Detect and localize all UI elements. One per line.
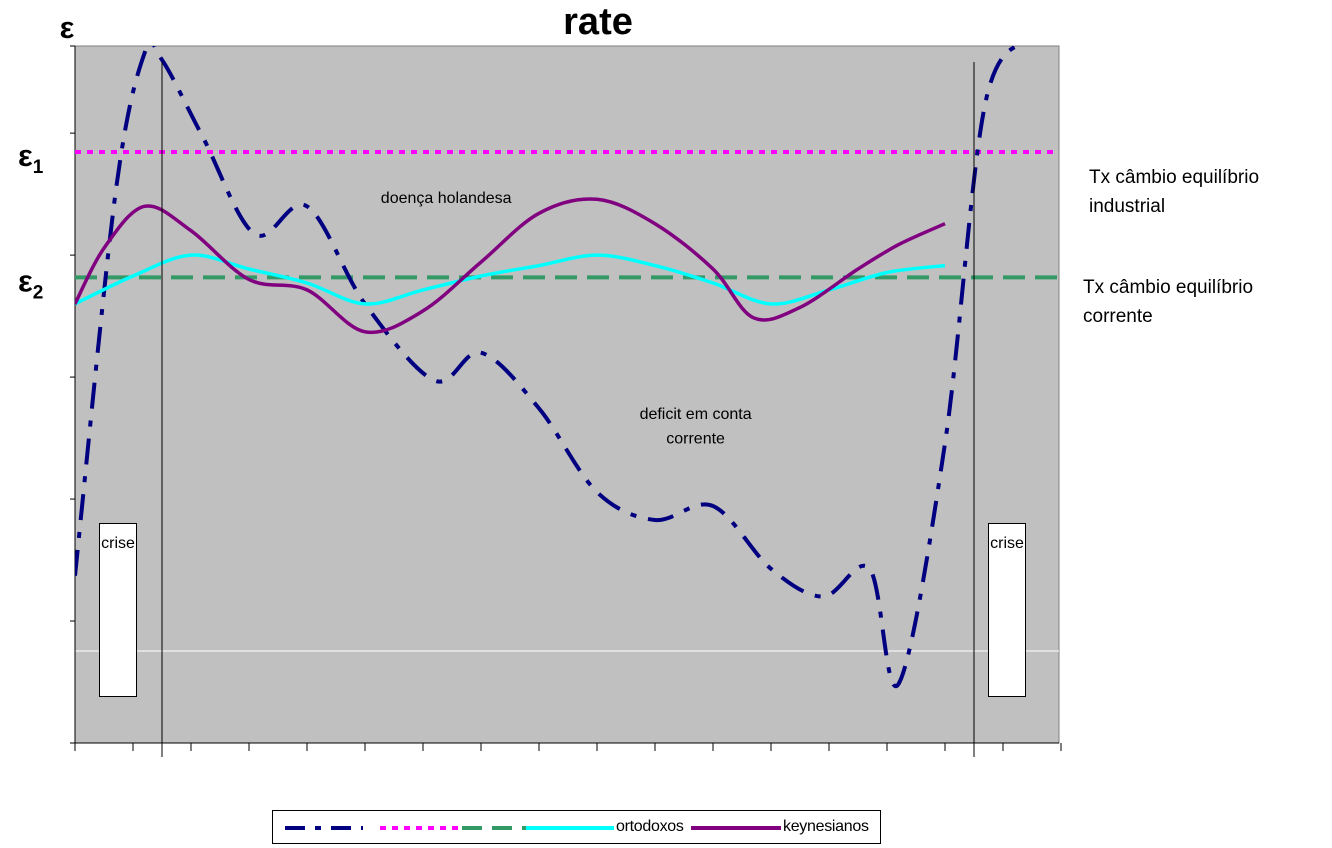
y-marker-eps1: ε1 bbox=[18, 138, 44, 178]
annotation-1: deficit em conta bbox=[640, 406, 752, 423]
crise-box-right: crise bbox=[988, 523, 1026, 697]
label-industrial: Tx câmbio equilíbrio industrial bbox=[1089, 167, 1260, 217]
y-marker-eps2-sub: 2 bbox=[33, 282, 44, 303]
crise-box-left: crise bbox=[99, 523, 137, 697]
series-line-ortodoxos bbox=[75, 253, 946, 306]
y-axis-label: ε bbox=[60, 10, 75, 45]
y-marker-eps2: ε2 bbox=[18, 263, 43, 303]
series-line-dashdot bbox=[75, 46, 1024, 689]
annotation-2: corrente bbox=[666, 430, 725, 447]
legend: ortodoxos keynesianos bbox=[272, 810, 881, 844]
label-corrente: Tx câmbio equilíbrio corrente bbox=[1083, 277, 1254, 327]
legend-item-dotted bbox=[378, 811, 468, 843]
legend-item-dashdot bbox=[283, 811, 373, 843]
legend-label-ortodoxos: ortodoxos bbox=[616, 818, 684, 835]
chart-title: rate bbox=[563, 1, 633, 43]
legend-label-keynesianos: keynesianos bbox=[783, 818, 869, 835]
annotation-0: doença holandesa bbox=[381, 190, 512, 207]
y-marker-eps1-sub: 1 bbox=[33, 157, 44, 178]
series-line-keynesianos bbox=[75, 197, 946, 335]
plot-area bbox=[74, 45, 1060, 744]
